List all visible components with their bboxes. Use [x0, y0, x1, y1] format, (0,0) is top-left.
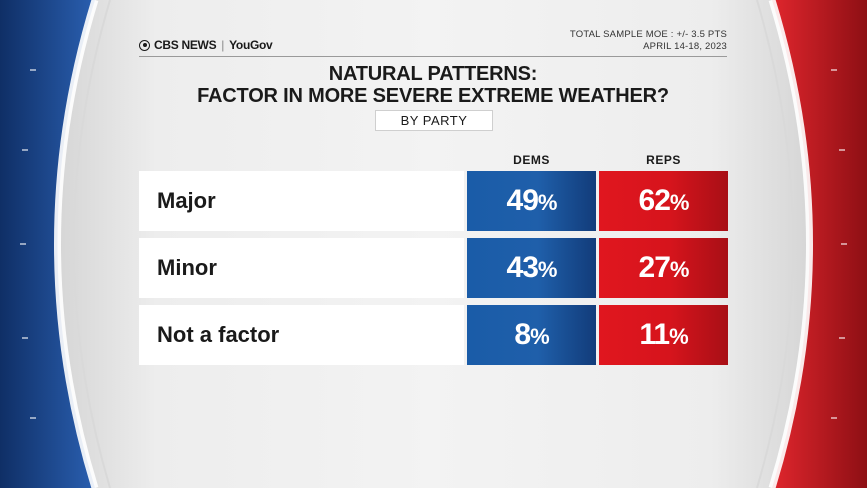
value-unit: %	[669, 190, 690, 215]
value-unit: %	[537, 257, 558, 282]
value-number: 27	[638, 251, 671, 284]
value-unit: %	[669, 257, 690, 282]
moe-text: TOTAL SAMPLE MOE : +/- 3.5 PTS	[569, 29, 727, 40]
row-label-minor: Minor	[139, 238, 464, 298]
title-line-1: NATURAL PATTERNS:	[328, 63, 538, 85]
row-label-major: Major	[139, 171, 464, 231]
row-label-text: Not a factor	[157, 322, 280, 347]
survey-dates: APRIL 14-18, 2023	[643, 41, 727, 52]
value-number: 8	[514, 318, 531, 351]
row-label-text: Major	[157, 188, 216, 213]
brand-separator: |	[221, 38, 225, 52]
header-rule	[139, 56, 727, 57]
sample-info: TOTAL SAMPLE MOE : +/- 3.5 PTS APRIL 14-…	[570, 29, 727, 53]
cbs-yougov-logo: CBS NEWS | YouGov	[139, 38, 273, 52]
value-unit: %	[669, 324, 689, 349]
value-number: 11	[639, 318, 670, 351]
subtitle-badge: BY PARTY	[375, 110, 493, 131]
value-unit: %	[537, 190, 558, 215]
cbs-eye-icon	[139, 39, 150, 51]
value-number: 62	[638, 184, 671, 217]
value-cell-reps-major: 62%	[599, 171, 728, 231]
value-number: 49	[506, 184, 539, 217]
value-cell-dems-not-a-factor: 8%	[467, 305, 596, 365]
value-unit: %	[530, 324, 550, 349]
row-label-text: Minor	[157, 255, 217, 280]
title-line-2: FACTOR IN MORE SEVERE EXTREME WEATHER?	[197, 85, 669, 107]
row-label-not-a-factor: Not a factor	[139, 305, 464, 365]
chart-title: NATURAL PATTERNS: FACTOR IN MORE SEVERE …	[139, 63, 727, 107]
column-header-dems: DEMS	[513, 153, 550, 167]
value-cell-reps-minor: 27%	[599, 238, 728, 298]
brand-cbs: CBS NEWS	[154, 38, 217, 52]
brand-yougov: YouGov	[229, 38, 273, 52]
value-cell-dems-major: 49%	[467, 171, 596, 231]
value-number: 43	[506, 251, 539, 284]
value-cell-reps-not-a-factor: 11%	[599, 305, 728, 365]
value-cell-dems-minor: 43%	[467, 238, 596, 298]
column-header-reps: REPS	[646, 153, 681, 167]
